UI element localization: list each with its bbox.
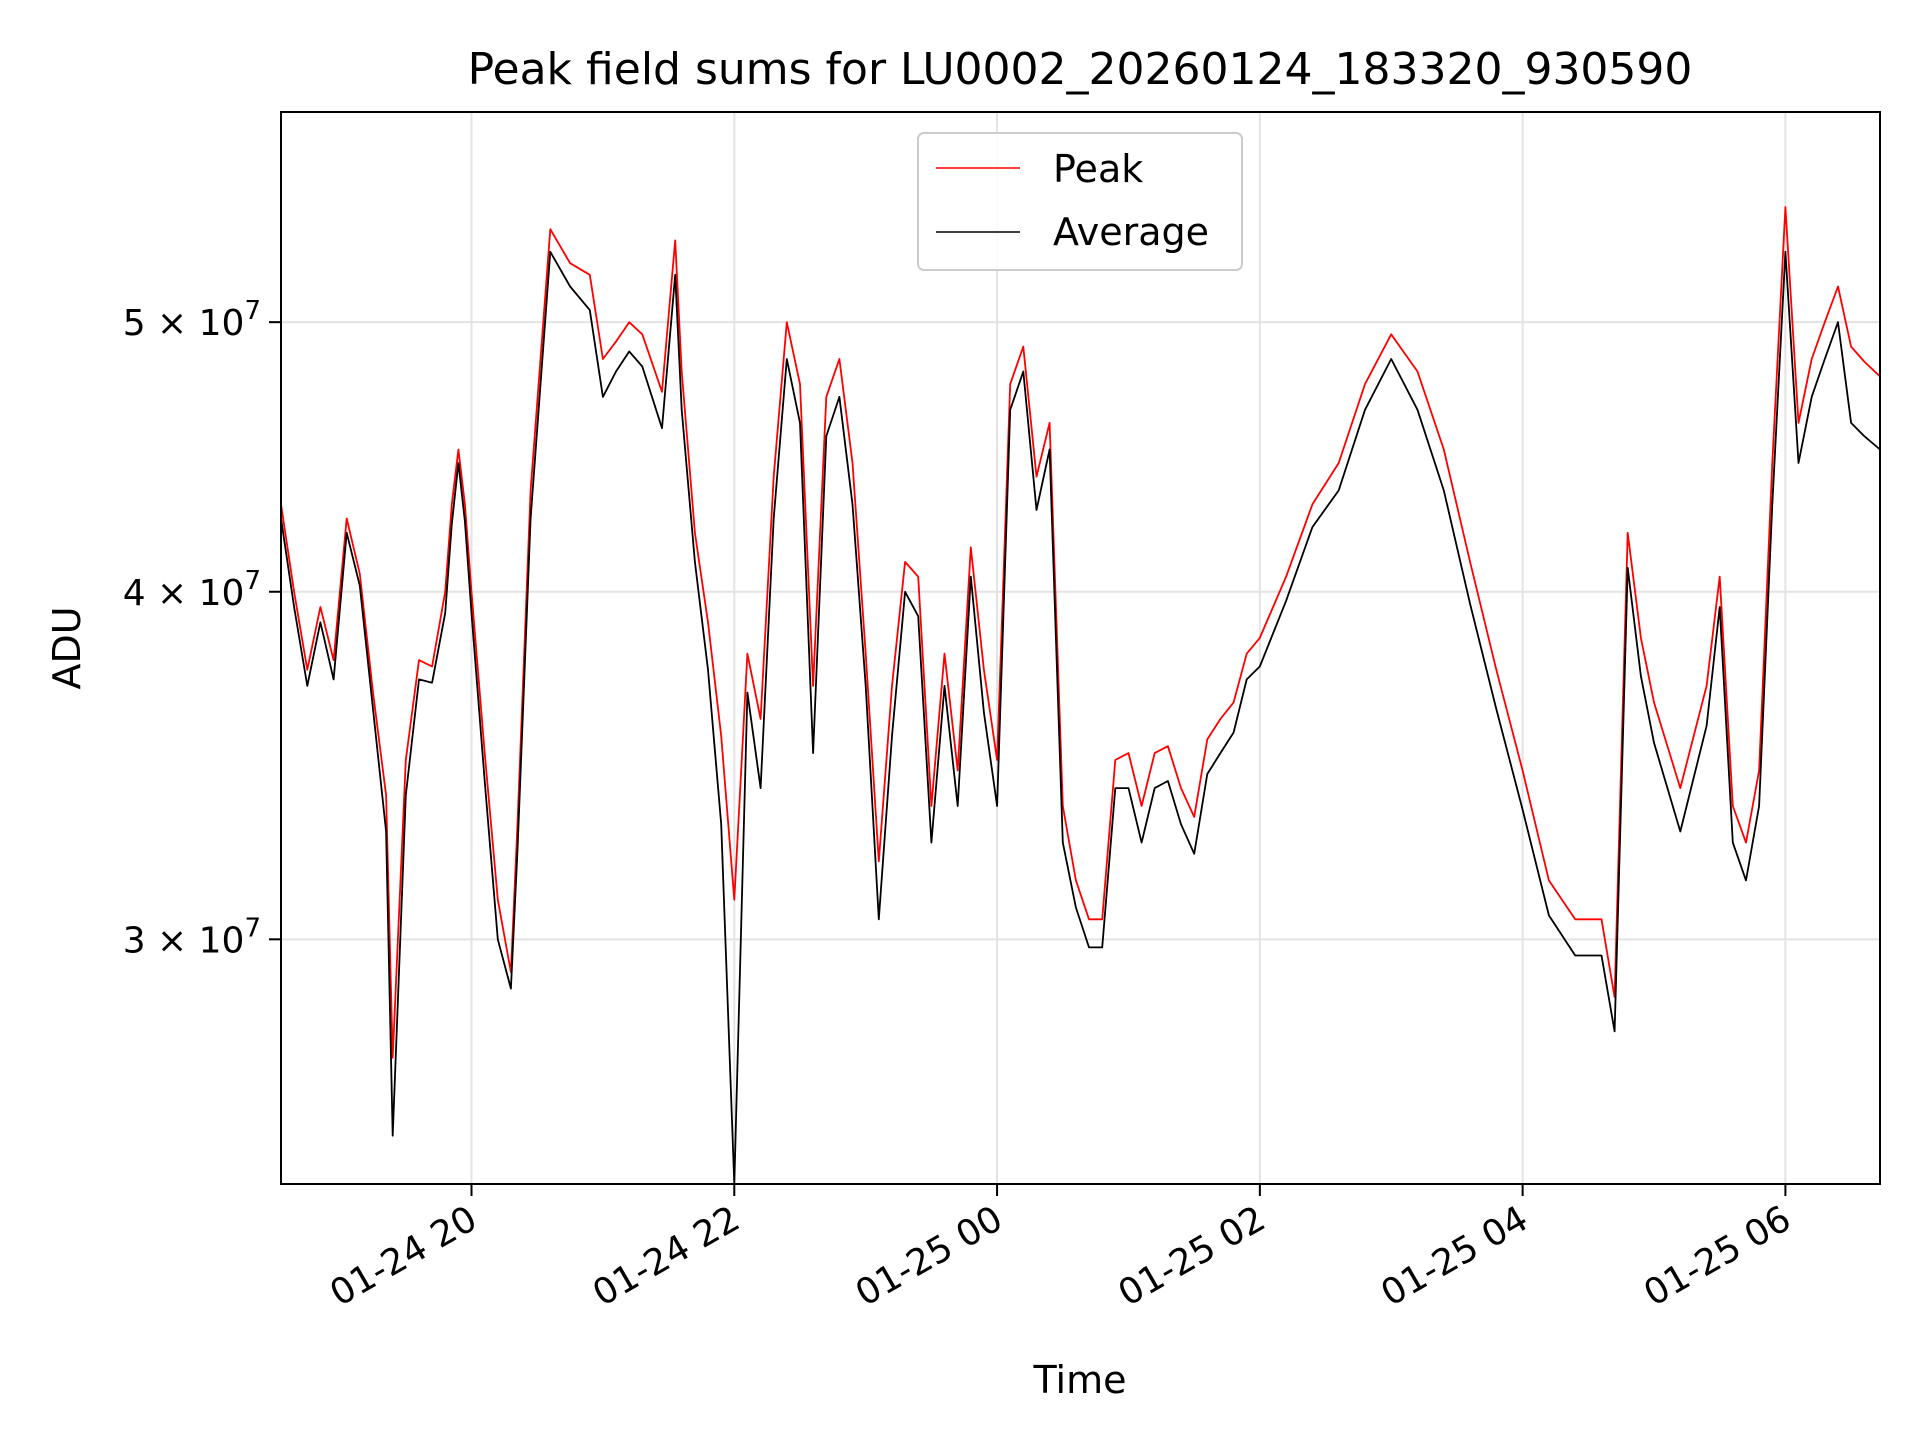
y-axis: 3 × 107 4 × 107 5 × 107 [123,296,281,961]
legend-average-label: Average [1053,210,1209,254]
series-group [281,206,1880,1184]
series-line-peak [281,206,1880,1059]
y-axis-label: ADU [45,606,89,689]
y-tick-label: 3 × 107 [123,913,261,961]
plot-frame [280,111,1881,1185]
chart-title: Peak field sums for LU0002_20260124_1833… [468,44,1693,95]
y-tick-label: 4 × 107 [123,566,261,614]
grid [281,112,1880,1184]
series-line-average [281,250,1880,1184]
y-tick-label: 5 × 107 [123,296,261,344]
x-axis-label: Time [1033,1358,1127,1402]
legend-peak-label: Peak [1053,147,1143,191]
legend[interactable]: Peak Average [917,132,1243,271]
